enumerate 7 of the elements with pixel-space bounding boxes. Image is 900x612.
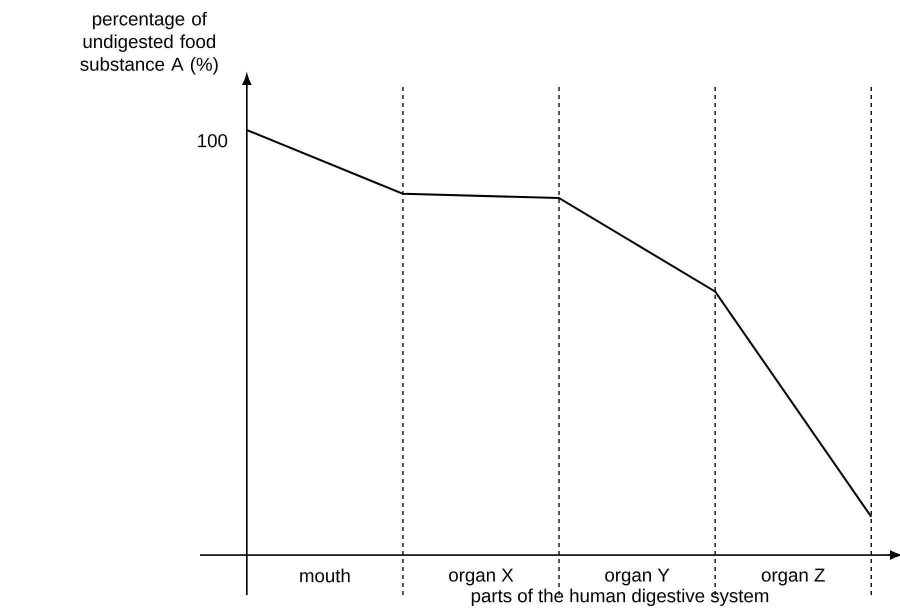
text: organ Y (605, 568, 670, 586)
text: mouth (300, 568, 350, 582)
text: organ Z (762, 568, 825, 586)
y-axis-title: percentage of undigested food substance A (%) (80, 12, 218, 75)
annotation: 100 (198, 134, 228, 148)
x-axis-title: parts of the human digestive system (472, 588, 768, 606)
text: organ X (449, 568, 514, 586)
